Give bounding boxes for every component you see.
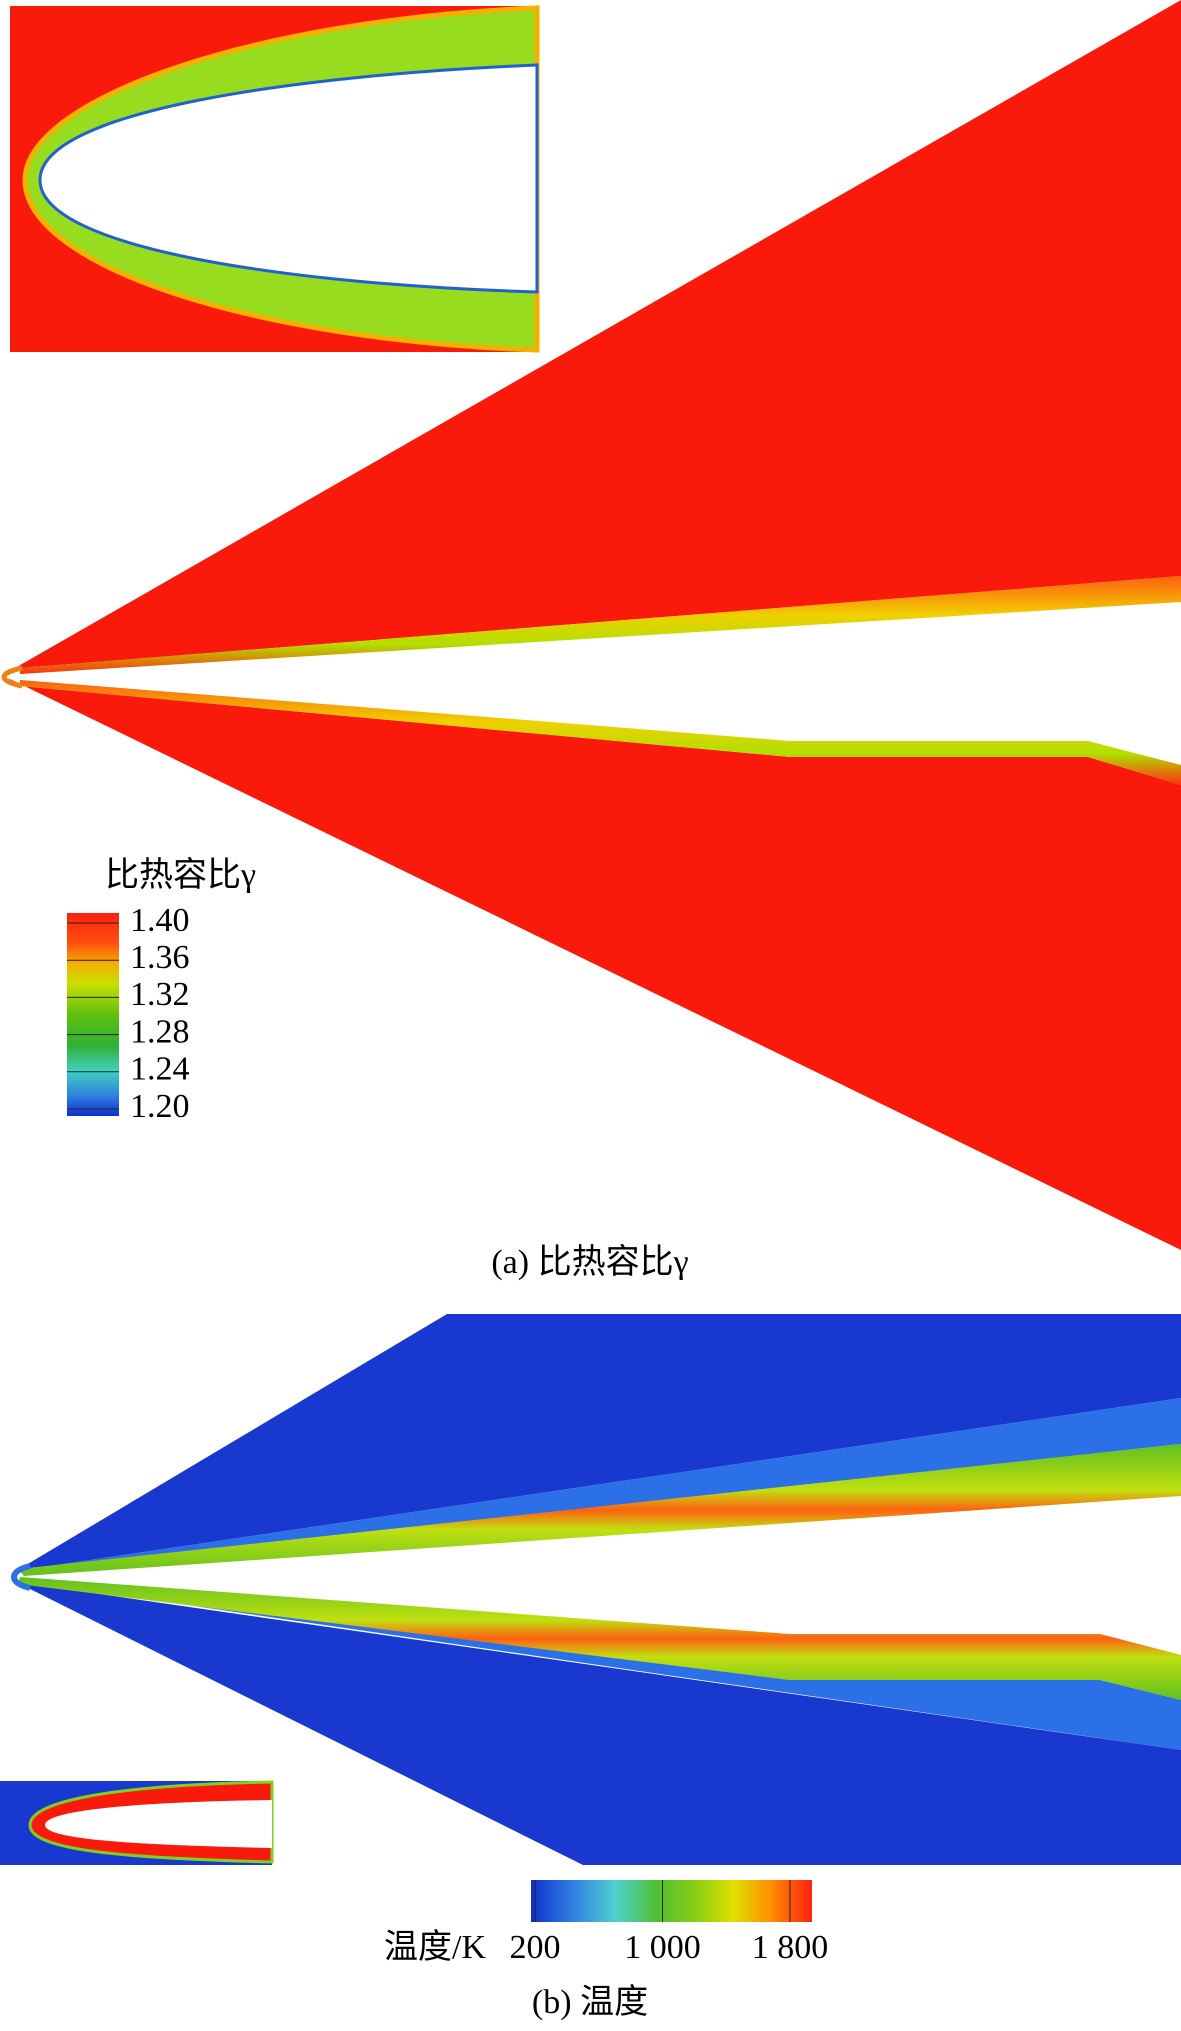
nose <box>1 665 23 689</box>
caption: (b) 温度 <box>532 1983 648 2021</box>
upper-band <box>18 1444 1181 1576</box>
colorbar-tick-label: 1.36 <box>130 939 190 976</box>
colorbar-tick-label: 200 <box>510 1929 561 1966</box>
colorbar-tick-label: 1.20 <box>130 1088 190 1125</box>
colorbar-tick-label: 1 000 <box>624 1929 701 1966</box>
colorbar-tick-label: 1.24 <box>130 1051 190 1088</box>
colorbar-title: 温度/K <box>384 1928 486 1966</box>
lower-band <box>18 1577 1181 1700</box>
inset-b <box>0 1780 274 1865</box>
lower-light <box>16 1580 1181 1750</box>
upper-region <box>16 1314 1181 1571</box>
colorbar <box>531 1880 812 1922</box>
colorbar-tick-label: 1 800 <box>752 1929 829 1966</box>
inset-a <box>10 5 540 353</box>
caption: (a) 比热容比γ <box>491 1243 688 1281</box>
colorbar-tick-label: 1.40 <box>130 902 190 939</box>
colorbar-tick-label: 1.28 <box>130 1013 190 1050</box>
upper-light <box>16 1398 1181 1571</box>
colorbar <box>67 913 119 1116</box>
upper-band <box>20 576 1181 674</box>
nose <box>10 1563 31 1591</box>
colorbar-tick-label: 1.32 <box>130 976 190 1013</box>
lower-band <box>20 680 1181 785</box>
lower-region <box>8 678 1181 1250</box>
panel-a: 比热容比γ (a) 比热容比γ <box>1 0 1181 1281</box>
colorbar-title: 比热容比γ <box>105 856 256 894</box>
lower-region <box>16 1582 1181 1865</box>
panel-b: 温度/K (b) 温度 <box>0 1314 1181 2021</box>
upper-region <box>8 0 1181 672</box>
